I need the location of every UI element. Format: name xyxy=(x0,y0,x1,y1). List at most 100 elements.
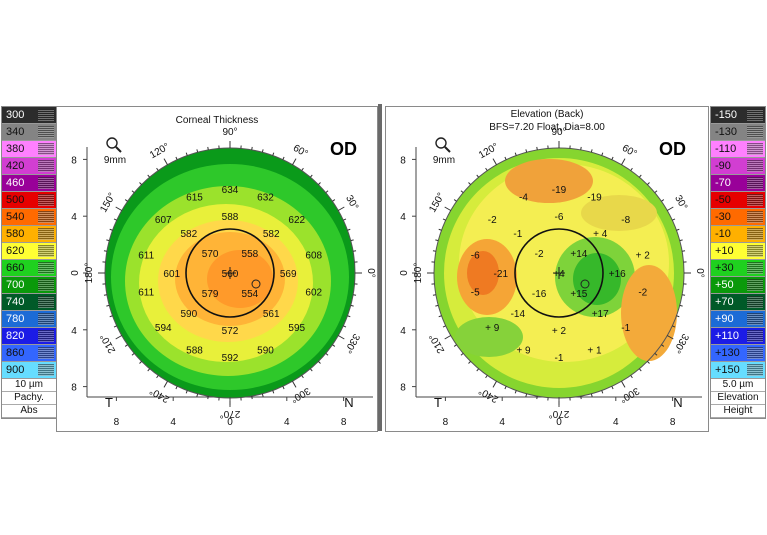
scale-step-label[interactable]: 5.0 µm xyxy=(711,379,765,392)
zoom-lens xyxy=(435,137,447,149)
angle-tick xyxy=(647,182,650,185)
elevation-color-scale[interactable]: -150 -130 -110 -90 -70 -50 -30 -10 +10 +30 +50 +70 +… xyxy=(710,106,766,419)
center-zone-circle xyxy=(514,228,604,318)
x-tick-label: 4 xyxy=(613,417,619,428)
scale-step-label[interactable]: 10 µm xyxy=(2,379,56,392)
map-value: -4 xyxy=(519,192,528,203)
map-value: -1 xyxy=(513,229,522,240)
zoom-handle xyxy=(444,146,451,153)
scale-value: 660 xyxy=(6,262,25,274)
zone-nasal-low xyxy=(621,265,677,361)
scale-mode-label[interactable]: Height xyxy=(711,405,765,418)
angle-label: 240° xyxy=(148,385,171,405)
map-value: -16 xyxy=(532,289,547,300)
map-value: 622 xyxy=(288,215,305,226)
zoom-icon[interactable] xyxy=(106,137,122,153)
panel-title: Corneal Thickness xyxy=(175,115,259,126)
angle-tick xyxy=(272,390,275,394)
scale-type-label[interactable]: Elevation xyxy=(711,392,765,405)
scale-swatch xyxy=(38,313,54,325)
scale-value: 860 xyxy=(6,347,25,359)
scale-value: 460 xyxy=(6,177,25,189)
angle-tick xyxy=(453,344,457,347)
angle-tick xyxy=(139,182,142,185)
elevation-back-panel[interactable]: Elevation (Back) BFS=7.20 Float, Dia=8.0… xyxy=(385,106,709,432)
scale-value: -90 xyxy=(715,160,731,172)
corneal-thickness-map[interactable]: 90° 60° 30° 0° 330° 300° 270° 240° 210° 180° 150° 1… xyxy=(57,107,377,431)
angle-tick xyxy=(350,239,354,242)
scale-swatch xyxy=(38,228,54,240)
map-value: -19 xyxy=(552,185,567,196)
angle-tick xyxy=(106,304,110,307)
angle-label: 150° xyxy=(427,191,447,214)
map-value: -2 xyxy=(638,287,647,298)
map-value: + 9 xyxy=(516,346,531,357)
y-tick-label: 4 xyxy=(400,212,406,223)
angle-tick xyxy=(611,386,614,390)
map-value: -2 xyxy=(535,249,544,260)
y-tick-label: 8 xyxy=(71,155,77,166)
zoom-label[interactable]: 9mm xyxy=(104,155,126,166)
angle-tick xyxy=(435,304,439,307)
map-value: -1 xyxy=(621,323,630,334)
angle-tick xyxy=(438,315,442,318)
angle-tick xyxy=(338,335,345,340)
scale-swatch xyxy=(38,347,54,359)
angle-tick xyxy=(207,396,209,400)
y-tick-label: 8 xyxy=(71,383,77,394)
map-value: +14 xyxy=(570,249,587,260)
zoom-label[interactable]: 9mm xyxy=(433,155,455,166)
angle-tick xyxy=(325,352,329,356)
angle-label: 90° xyxy=(222,127,237,138)
scale-row: 660 xyxy=(2,260,56,277)
angle-tick xyxy=(504,156,507,160)
map-value: + 2 xyxy=(552,326,567,337)
angle-tick xyxy=(492,158,497,165)
angle-tick xyxy=(318,361,321,364)
map-value: -21 xyxy=(494,269,509,280)
angle-tick xyxy=(309,174,313,178)
zoom-icon[interactable] xyxy=(435,137,451,153)
y-tick-label: 0 xyxy=(399,270,410,276)
angle-tick xyxy=(611,156,614,160)
angle-tick xyxy=(147,174,151,178)
angle-tick xyxy=(580,146,582,150)
scale-value: +150 xyxy=(715,364,740,376)
map-value: -5 xyxy=(471,287,480,298)
angle-tick xyxy=(654,190,658,194)
corneal-thickness-panel[interactable]: Corneal Thickness 90° 60° 30° 0° 330° 300° 270… xyxy=(56,106,378,432)
map-value: 561 xyxy=(263,309,280,320)
angle-tick xyxy=(347,315,351,318)
scale-row: 540 xyxy=(2,209,56,226)
scale-swatch xyxy=(747,245,763,257)
scale-value: -30 xyxy=(715,211,731,223)
map-value: 607 xyxy=(155,215,172,226)
map-value: 554 xyxy=(242,289,259,300)
scale-row: 420 xyxy=(2,158,56,175)
scale-row: 460 xyxy=(2,175,56,192)
angle-label: 30° xyxy=(672,193,689,212)
angle-label: 60° xyxy=(620,143,639,160)
scale-value: +110 xyxy=(715,330,739,342)
map-value: 588 xyxy=(186,346,203,357)
angle-tick xyxy=(590,149,593,153)
angle-tick xyxy=(432,250,436,252)
scale-swatch xyxy=(747,143,763,155)
map-value: 634 xyxy=(222,185,239,196)
angle-tick xyxy=(115,206,122,211)
pachymetry-color-scale[interactable]: 300 340 380 420 460 500 540 580 620 660 700 740 780 8… xyxy=(1,106,57,419)
scale-type-label[interactable]: Pachy. xyxy=(2,392,56,405)
angle-tick xyxy=(661,344,665,347)
map-value: 582 xyxy=(180,229,197,240)
angle-tick xyxy=(109,228,113,231)
scale-value: 380 xyxy=(6,143,25,155)
angle-tick xyxy=(676,228,680,231)
angle-tick xyxy=(514,152,517,156)
scale-value: -50 xyxy=(715,194,731,206)
angle-tick xyxy=(580,396,582,400)
zone-temporal-lower xyxy=(467,251,499,295)
scale-value: +70 xyxy=(715,296,734,308)
scale-mode-label[interactable]: Abs xyxy=(2,405,56,418)
map-value: + 2 xyxy=(636,251,651,262)
elevation-back-map[interactable]: 90°60°30°0°330°300°270°240°210°180°150°1… xyxy=(386,107,708,431)
